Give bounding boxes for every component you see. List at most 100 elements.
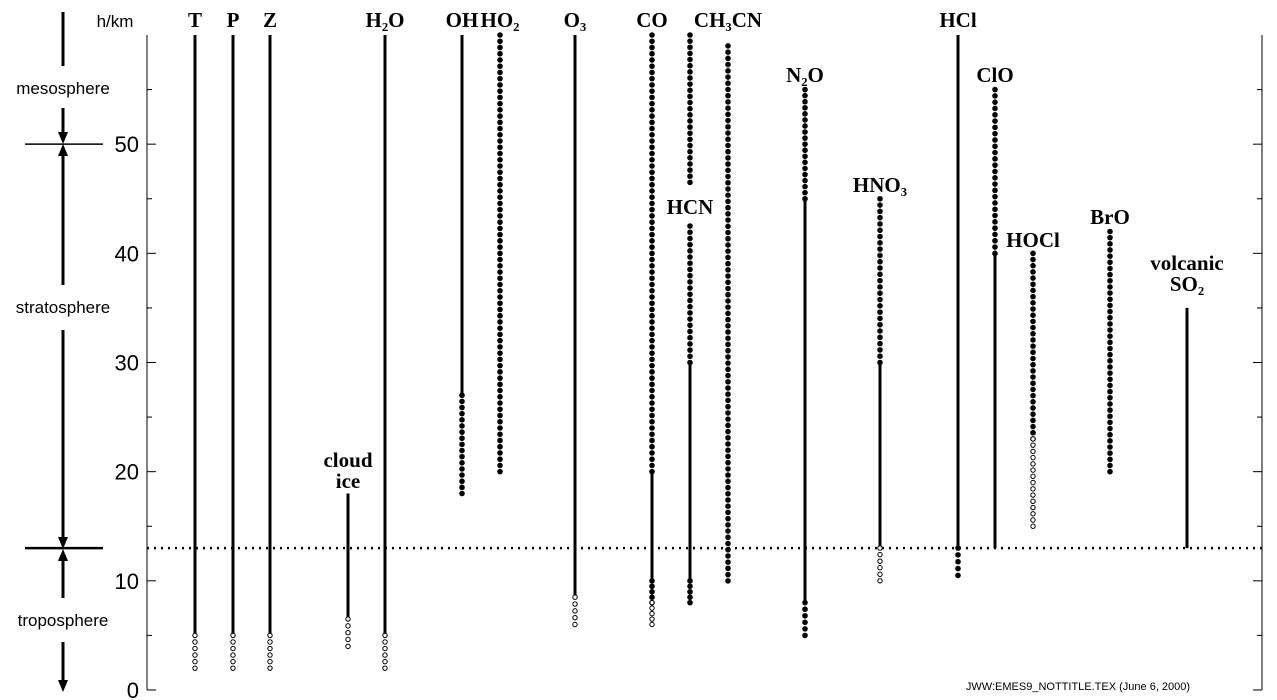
dot xyxy=(459,392,465,399)
dot xyxy=(497,350,503,356)
dot xyxy=(1030,374,1036,380)
dot xyxy=(649,32,655,38)
dot xyxy=(992,99,998,105)
dot xyxy=(725,385,731,391)
dot xyxy=(725,142,731,149)
dot xyxy=(877,290,883,297)
dot xyxy=(725,310,731,317)
dot xyxy=(1107,450,1113,456)
dot xyxy=(497,412,503,419)
dot xyxy=(459,459,465,466)
dot xyxy=(725,559,731,565)
dot xyxy=(1030,318,1036,325)
dot xyxy=(1030,269,1036,275)
dot xyxy=(1030,467,1036,473)
dot xyxy=(497,32,503,38)
dot xyxy=(1030,473,1036,480)
dot xyxy=(687,594,693,601)
dot xyxy=(459,490,465,497)
dot xyxy=(497,325,503,331)
range-open xyxy=(230,632,236,671)
dot xyxy=(877,340,883,347)
dot xyxy=(459,404,465,411)
dot xyxy=(497,113,503,119)
dot xyxy=(725,335,731,342)
dot xyxy=(687,353,693,360)
dot xyxy=(725,515,731,522)
range-open xyxy=(877,545,883,584)
dot xyxy=(649,443,655,450)
dot xyxy=(649,588,655,595)
dot xyxy=(725,92,731,99)
dot xyxy=(649,621,655,628)
dot xyxy=(992,187,998,194)
dot xyxy=(877,578,883,584)
dot xyxy=(497,206,503,213)
dot xyxy=(497,38,503,45)
dot xyxy=(649,437,655,444)
dot xyxy=(572,608,578,614)
dot xyxy=(497,82,503,88)
dot xyxy=(725,123,731,130)
dot xyxy=(1107,419,1113,426)
dot xyxy=(267,665,273,671)
dot xyxy=(877,252,883,259)
dot xyxy=(1030,293,1036,300)
dot xyxy=(1107,247,1113,253)
dot xyxy=(802,606,808,613)
dot xyxy=(649,387,655,394)
dot xyxy=(649,163,655,169)
dot xyxy=(725,279,731,286)
dot xyxy=(1107,345,1113,352)
dot xyxy=(497,431,503,438)
dot xyxy=(497,100,503,107)
dot xyxy=(649,194,655,200)
dot xyxy=(802,171,808,178)
dot xyxy=(649,188,655,194)
range-open xyxy=(345,616,351,650)
dot xyxy=(725,528,731,534)
dot xyxy=(992,137,998,143)
dot xyxy=(497,69,503,76)
dot xyxy=(649,200,655,207)
dot xyxy=(649,362,655,369)
dot xyxy=(802,147,808,154)
dot xyxy=(230,645,236,652)
dot xyxy=(1107,339,1113,346)
dot xyxy=(725,155,731,161)
dot xyxy=(1030,306,1036,312)
dot xyxy=(877,303,883,309)
dot xyxy=(497,294,503,300)
dot xyxy=(459,423,465,429)
dot xyxy=(382,652,388,658)
dot xyxy=(345,636,351,643)
species-label: HOCl xyxy=(1006,228,1060,252)
dot xyxy=(459,429,465,435)
dot xyxy=(267,639,273,645)
range-open xyxy=(572,594,578,628)
dot xyxy=(497,219,503,225)
dot xyxy=(649,337,655,344)
species-label: ice xyxy=(336,469,360,493)
dot xyxy=(802,141,808,147)
species-label: O₃ xyxy=(564,8,587,32)
dot xyxy=(687,297,693,304)
dot xyxy=(992,206,998,213)
dot xyxy=(877,240,883,246)
range-open xyxy=(192,632,198,671)
dot xyxy=(497,94,503,101)
dot xyxy=(877,347,883,353)
dot xyxy=(725,459,731,466)
dot xyxy=(687,599,693,606)
dot xyxy=(497,300,503,307)
dot xyxy=(725,161,731,167)
dot xyxy=(1107,401,1113,407)
dot xyxy=(802,619,808,626)
dot xyxy=(649,306,655,313)
dot xyxy=(955,565,961,572)
dot xyxy=(345,643,351,650)
dot xyxy=(1107,234,1113,241)
dot xyxy=(649,231,655,238)
dot xyxy=(649,616,655,622)
dot xyxy=(687,99,693,106)
